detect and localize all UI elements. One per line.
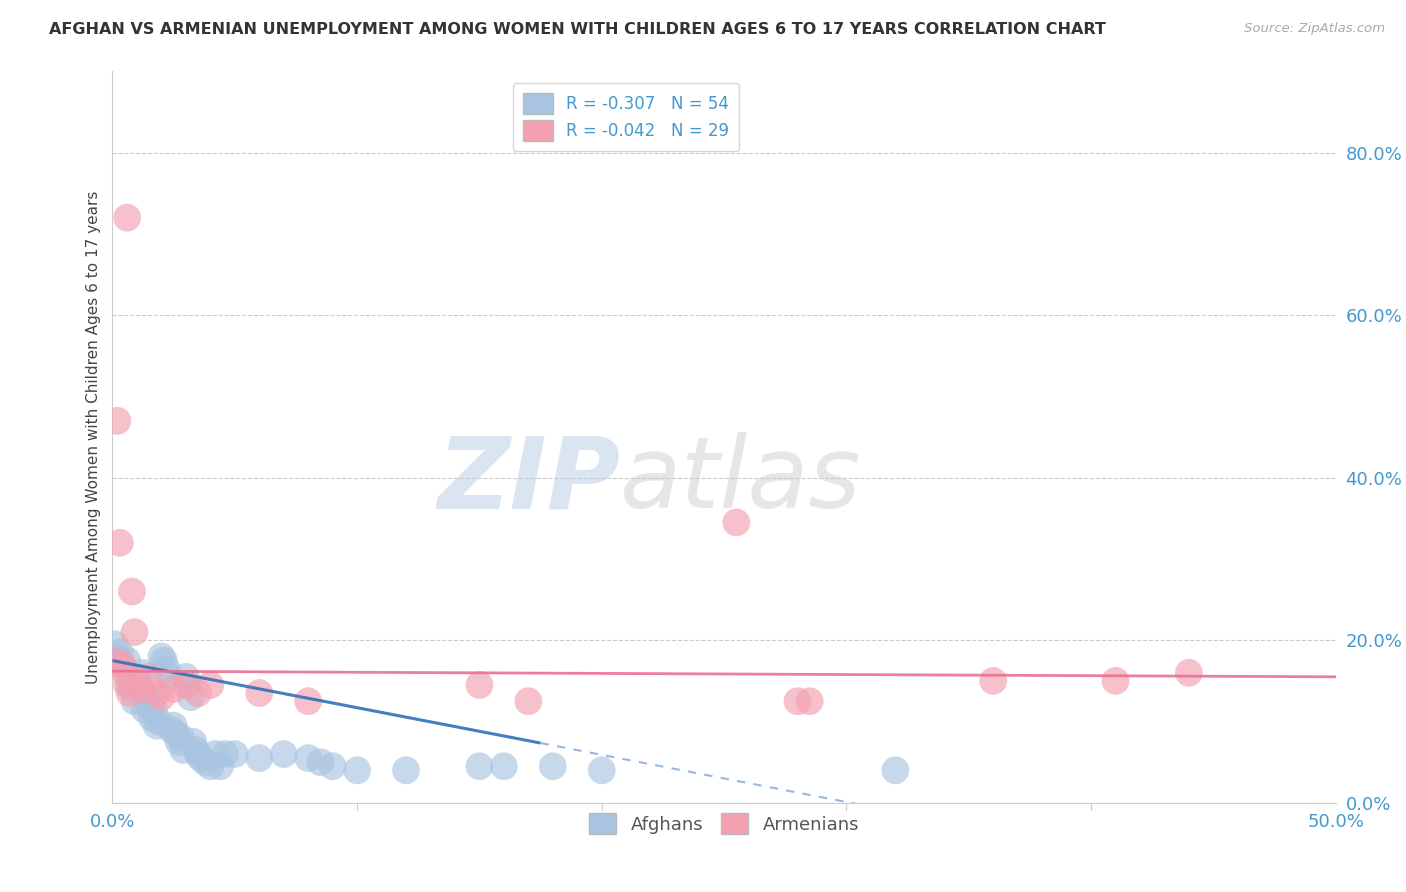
- Point: [121, 681, 143, 696]
- Point: [247, 751, 270, 765]
- Point: [131, 681, 153, 696]
- Point: [224, 747, 246, 761]
- Point: [105, 414, 128, 428]
- Point: [143, 702, 166, 716]
- Point: [114, 662, 136, 676]
- Point: [114, 665, 136, 680]
- Point: [125, 670, 148, 684]
- Point: [104, 654, 127, 668]
- Point: [104, 637, 127, 651]
- Point: [468, 759, 491, 773]
- Point: [492, 759, 515, 773]
- Point: [981, 673, 1004, 688]
- Point: [111, 657, 134, 672]
- Point: [118, 686, 141, 700]
- Point: [309, 755, 332, 769]
- Point: [273, 747, 295, 761]
- Point: [214, 747, 236, 761]
- Point: [591, 764, 613, 778]
- Point: [135, 690, 157, 705]
- Point: [200, 678, 222, 692]
- Point: [346, 764, 368, 778]
- Point: [155, 662, 177, 676]
- Point: [157, 670, 180, 684]
- Point: [131, 665, 153, 680]
- Point: [134, 702, 156, 716]
- Point: [141, 710, 163, 724]
- Point: [209, 759, 232, 773]
- Point: [163, 718, 186, 732]
- Text: AFGHAN VS ARMENIAN UNEMPLOYMENT AMONG WOMEN WITH CHILDREN AGES 6 TO 17 YEARS COR: AFGHAN VS ARMENIAN UNEMPLOYMENT AMONG WO…: [49, 22, 1107, 37]
- Point: [884, 764, 907, 778]
- Point: [1104, 673, 1126, 688]
- Legend: Afghans, Armenians: Afghans, Armenians: [582, 806, 866, 841]
- Point: [138, 698, 160, 713]
- Point: [174, 678, 197, 692]
- Point: [180, 690, 202, 705]
- Point: [150, 690, 173, 705]
- Point: [108, 645, 131, 659]
- Point: [160, 723, 183, 737]
- Point: [167, 735, 190, 749]
- Point: [124, 694, 146, 708]
- Point: [725, 516, 748, 530]
- Point: [172, 743, 194, 757]
- Point: [128, 678, 150, 692]
- Point: [111, 657, 134, 672]
- Point: [247, 686, 270, 700]
- Point: [145, 686, 167, 700]
- Point: [190, 751, 212, 765]
- Point: [322, 759, 344, 773]
- Text: Source: ZipAtlas.com: Source: ZipAtlas.com: [1244, 22, 1385, 36]
- Point: [121, 584, 143, 599]
- Point: [297, 751, 319, 765]
- Y-axis label: Unemployment Among Women with Children Ages 6 to 17 years: Unemployment Among Women with Children A…: [86, 190, 101, 684]
- Point: [181, 735, 204, 749]
- Point: [170, 731, 193, 745]
- Point: [115, 678, 138, 692]
- Point: [174, 670, 197, 684]
- Point: [799, 694, 821, 708]
- Point: [115, 654, 138, 668]
- Text: atlas: atlas: [620, 433, 862, 530]
- Text: ZIP: ZIP: [437, 433, 620, 530]
- Point: [187, 747, 209, 761]
- Point: [105, 649, 128, 664]
- Point: [200, 759, 222, 773]
- Point: [184, 743, 207, 757]
- Point: [150, 649, 173, 664]
- Point: [194, 755, 217, 769]
- Point: [165, 727, 187, 741]
- Point: [517, 694, 540, 708]
- Point: [163, 681, 186, 696]
- Point: [177, 678, 200, 692]
- Point: [468, 678, 491, 692]
- Point: [395, 764, 418, 778]
- Point: [541, 759, 564, 773]
- Point: [145, 718, 167, 732]
- Point: [108, 535, 131, 549]
- Point: [125, 673, 148, 688]
- Point: [297, 694, 319, 708]
- Point: [786, 694, 808, 708]
- Point: [148, 714, 170, 729]
- Point: [153, 654, 176, 668]
- Point: [187, 686, 209, 700]
- Point: [115, 211, 138, 225]
- Point: [204, 747, 226, 761]
- Point: [138, 670, 160, 684]
- Point: [1178, 665, 1201, 680]
- Point: [118, 678, 141, 692]
- Point: [124, 625, 146, 640]
